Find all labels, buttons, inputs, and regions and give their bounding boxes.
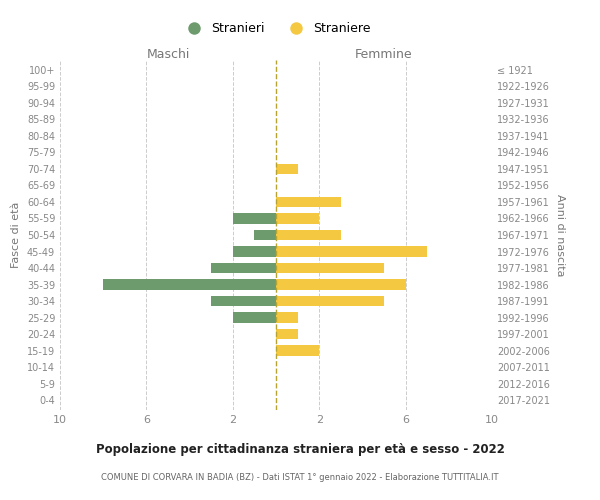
Bar	[276, 164, 298, 174]
Text: Popolazione per cittadinanza straniera per età e sesso - 2022: Popolazione per cittadinanza straniera p…	[95, 442, 505, 456]
Text: COMUNE DI CORVARA IN BADIA (BZ) - Dati ISTAT 1° gennaio 2022 - Elaborazione TUTT: COMUNE DI CORVARA IN BADIA (BZ) - Dati I…	[101, 472, 499, 482]
Bar	[211, 296, 276, 306]
Legend: Stranieri, Straniere: Stranieri, Straniere	[176, 18, 376, 40]
Bar	[276, 328, 298, 340]
Bar	[276, 196, 341, 207]
Text: Maschi: Maschi	[146, 48, 190, 61]
Bar	[276, 262, 384, 274]
Bar	[233, 213, 276, 224]
Y-axis label: Fasce di età: Fasce di età	[11, 202, 21, 268]
Bar	[276, 312, 298, 323]
Bar	[276, 246, 427, 257]
Bar	[211, 262, 276, 274]
Bar	[254, 230, 276, 240]
Bar	[276, 230, 341, 240]
Text: Femmine: Femmine	[355, 48, 413, 61]
Bar	[233, 246, 276, 257]
Bar	[276, 345, 319, 356]
Bar	[276, 213, 319, 224]
Bar	[233, 312, 276, 323]
Bar	[276, 296, 384, 306]
Bar	[276, 279, 406, 290]
Y-axis label: Anni di nascita: Anni di nascita	[556, 194, 565, 276]
Bar	[103, 279, 276, 290]
